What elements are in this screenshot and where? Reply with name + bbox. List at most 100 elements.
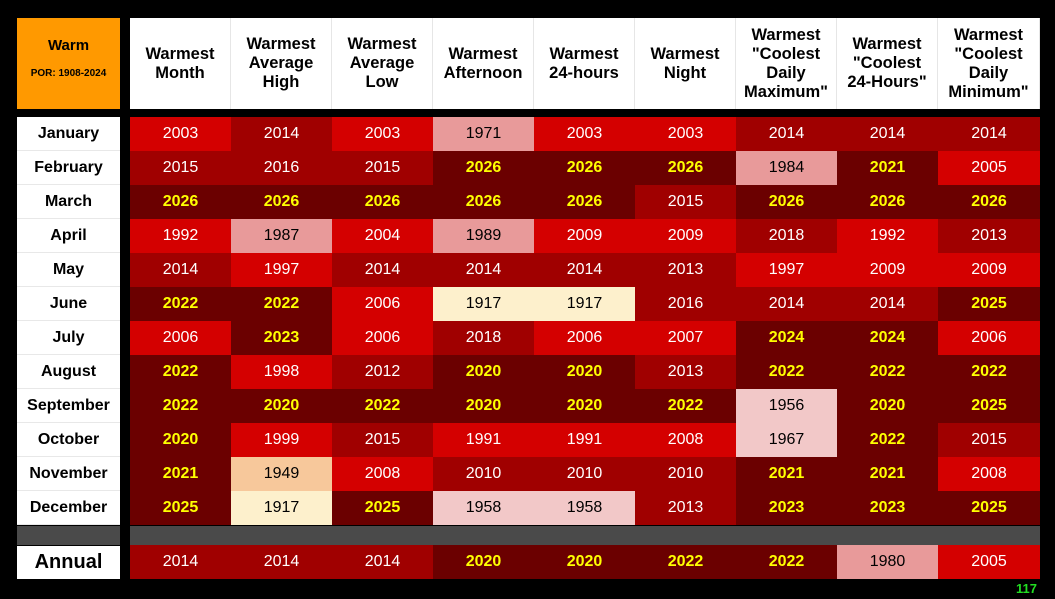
table-cell: 2014 bbox=[231, 545, 332, 579]
table-cell: 2025 bbox=[938, 287, 1040, 321]
column-header-label: Warmest 24-hours bbox=[549, 44, 619, 82]
table-cell: 1987 bbox=[231, 219, 332, 253]
table-cell: 2022 bbox=[736, 545, 837, 579]
table-cell: 2022 bbox=[635, 545, 736, 579]
table-cell: 2013 bbox=[635, 253, 736, 287]
table-cell: 1949 bbox=[231, 457, 332, 491]
table-cell: 2006 bbox=[130, 321, 231, 355]
table-cell: 2026 bbox=[938, 185, 1040, 219]
column-header: Warmest 24-hours bbox=[534, 18, 635, 109]
table-cell: 2021 bbox=[837, 151, 938, 185]
month-label: June bbox=[17, 287, 120, 321]
table-cell: 2014 bbox=[130, 253, 231, 287]
table-cell: 2015 bbox=[635, 185, 736, 219]
month-label: December bbox=[17, 491, 120, 525]
table-cell: 2026 bbox=[635, 151, 736, 185]
column-header: Warmest "Coolest 24-Hours" bbox=[837, 18, 938, 109]
table-title: Warm bbox=[47, 37, 90, 54]
table-cell: 2003 bbox=[534, 117, 635, 151]
table-cell: 2003 bbox=[332, 117, 433, 151]
table-cell: 2009 bbox=[635, 219, 736, 253]
table-cell: 2023 bbox=[837, 491, 938, 525]
table-cell: 2014 bbox=[130, 545, 231, 579]
table-cell: 2005 bbox=[938, 151, 1040, 185]
column-header-label: Warmest "Coolest 24-Hours" bbox=[847, 35, 927, 91]
table-cell: 2014 bbox=[534, 253, 635, 287]
month-label: January bbox=[17, 117, 120, 151]
table-cell: 2024 bbox=[736, 321, 837, 355]
table-cell: 2022 bbox=[332, 389, 433, 423]
column-header: Warmest Month bbox=[130, 18, 231, 109]
table-cell: 2020 bbox=[231, 389, 332, 423]
table-cell: 2014 bbox=[837, 117, 938, 151]
table-cell: 1998 bbox=[231, 355, 332, 389]
table-cell: 2009 bbox=[938, 253, 1040, 287]
table-cell: 2026 bbox=[534, 185, 635, 219]
month-label: March bbox=[17, 185, 120, 219]
month-label: July bbox=[17, 321, 120, 355]
table-cell: 1992 bbox=[130, 219, 231, 253]
table-cell: 2010 bbox=[433, 457, 534, 491]
table-cell: 2014 bbox=[332, 253, 433, 287]
table-cell: 2026 bbox=[433, 151, 534, 185]
table-cell: 2022 bbox=[938, 355, 1040, 389]
table-cell: 2015 bbox=[332, 423, 433, 457]
table-cell: 2025 bbox=[130, 491, 231, 525]
table-cell: 2025 bbox=[332, 491, 433, 525]
table-cell: 2006 bbox=[332, 321, 433, 355]
table-cell: 2013 bbox=[635, 355, 736, 389]
column-header: Warmest Night bbox=[635, 18, 736, 109]
table-cell: 2003 bbox=[130, 117, 231, 151]
table-cell: 2014 bbox=[736, 117, 837, 151]
table-cell: 2023 bbox=[736, 491, 837, 525]
table-cell: 2009 bbox=[534, 219, 635, 253]
table-cell: 2026 bbox=[534, 151, 635, 185]
table-cell: 2005 bbox=[938, 545, 1040, 579]
table-cell: 2018 bbox=[433, 321, 534, 355]
table-cell: 2014 bbox=[938, 117, 1040, 151]
table-cell: 1999 bbox=[231, 423, 332, 457]
table-cell: 2010 bbox=[534, 457, 635, 491]
table-cell: 1956 bbox=[736, 389, 837, 423]
column-header: Warmest Afternoon bbox=[433, 18, 534, 109]
month-label: November bbox=[17, 457, 120, 491]
table-cell: 1984 bbox=[736, 151, 837, 185]
table-cell: 2020 bbox=[130, 423, 231, 457]
table-cell: 2006 bbox=[332, 287, 433, 321]
table-cell: 1958 bbox=[534, 491, 635, 525]
month-label: May bbox=[17, 253, 120, 287]
month-label: April bbox=[17, 219, 120, 253]
table-cell: 2008 bbox=[635, 423, 736, 457]
table-cell: 2020 bbox=[433, 355, 534, 389]
separator-gap bbox=[120, 526, 130, 545]
annual-row-label: Annual bbox=[17, 546, 120, 579]
column-header: Warmest Average High bbox=[231, 18, 332, 109]
table-cell: 2020 bbox=[433, 545, 534, 579]
separator-bar bbox=[17, 526, 1040, 545]
table-cell: 2018 bbox=[736, 219, 837, 253]
table-title-box: Warm POR: 1908-2024 bbox=[17, 18, 120, 109]
table-cell: 2014 bbox=[837, 287, 938, 321]
table-cell: 2020 bbox=[433, 389, 534, 423]
table-cell: 2021 bbox=[837, 457, 938, 491]
month-label: August bbox=[17, 355, 120, 389]
table-cell: 2020 bbox=[534, 389, 635, 423]
period-of-record: POR: 1908-2024 bbox=[30, 68, 107, 79]
table-cell: 2023 bbox=[231, 321, 332, 355]
table-cell: 2014 bbox=[736, 287, 837, 321]
table-cell: 1989 bbox=[433, 219, 534, 253]
table-cell: 2026 bbox=[231, 185, 332, 219]
table-cell: 2020 bbox=[534, 545, 635, 579]
table-cell: 2022 bbox=[130, 389, 231, 423]
table-cell: 2021 bbox=[736, 457, 837, 491]
table-cell: 2006 bbox=[938, 321, 1040, 355]
table-cell: 2026 bbox=[130, 185, 231, 219]
table-cell: 1992 bbox=[837, 219, 938, 253]
table-cell: 2010 bbox=[635, 457, 736, 491]
month-label: February bbox=[17, 151, 120, 185]
table-cell: 2026 bbox=[433, 185, 534, 219]
table-cell: 1991 bbox=[433, 423, 534, 457]
column-header-label: Warmest Afternoon bbox=[443, 44, 523, 82]
table-cell: 2025 bbox=[938, 389, 1040, 423]
table-cell: 2021 bbox=[130, 457, 231, 491]
